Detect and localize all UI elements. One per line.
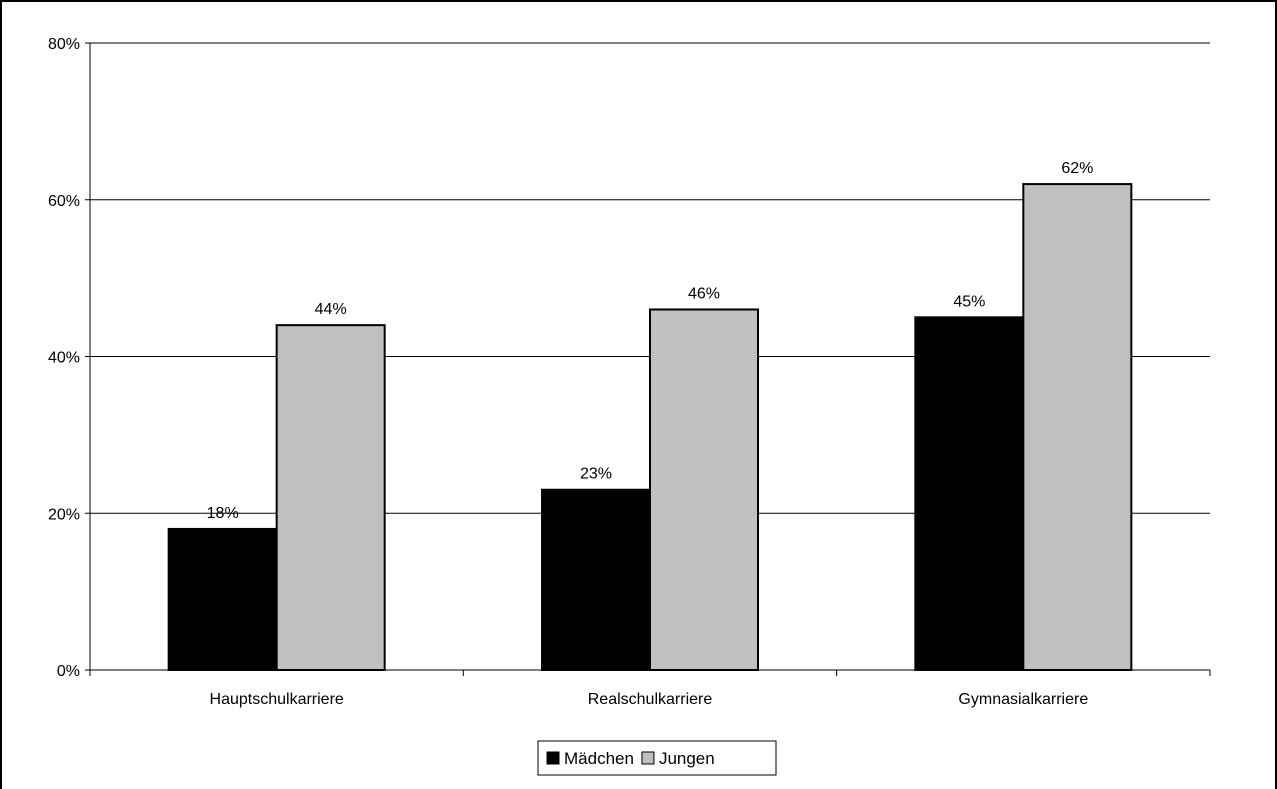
data-label: 62% <box>1061 160 1093 177</box>
y-tick-label: 60% <box>48 193 80 210</box>
y-axis-ticks: 0% 20% 40% 60% 80% <box>48 36 90 680</box>
data-labels: 18% 44% 23% 46% 45% 62% <box>207 160 1094 522</box>
bar <box>541 488 651 671</box>
data-label: 44% <box>315 301 347 318</box>
bar <box>914 316 1025 671</box>
data-label: 46% <box>688 285 720 302</box>
legend-swatch <box>546 751 560 765</box>
y-tick-label: 0% <box>57 663 80 680</box>
y-tick-label: 40% <box>48 350 80 367</box>
y-tick-label: 80% <box>48 36 80 53</box>
bar <box>649 308 759 671</box>
bar <box>167 527 278 671</box>
bar <box>1022 183 1133 671</box>
bars <box>167 183 1133 671</box>
bar <box>275 324 386 671</box>
legend-label: Mädchen <box>564 749 634 768</box>
legend-swatch <box>641 751 655 765</box>
data-label: 18% <box>207 505 239 522</box>
x-category-label: Realschulkarriere <box>588 691 713 708</box>
x-category-label: Hauptschulkarriere <box>210 691 344 708</box>
legend: Mädchen Jungen <box>537 740 777 776</box>
legend-box <box>537 740 777 776</box>
legend-label: Jungen <box>659 749 715 768</box>
data-label: 23% <box>580 466 612 483</box>
y-tick-label: 20% <box>48 506 80 523</box>
x-category-label: Gymnasialkarriere <box>958 691 1088 708</box>
x-axis-categories: Hauptschulkarriere Realschulkarriere Gymna… <box>210 691 1089 708</box>
data-label: 45% <box>953 293 985 310</box>
